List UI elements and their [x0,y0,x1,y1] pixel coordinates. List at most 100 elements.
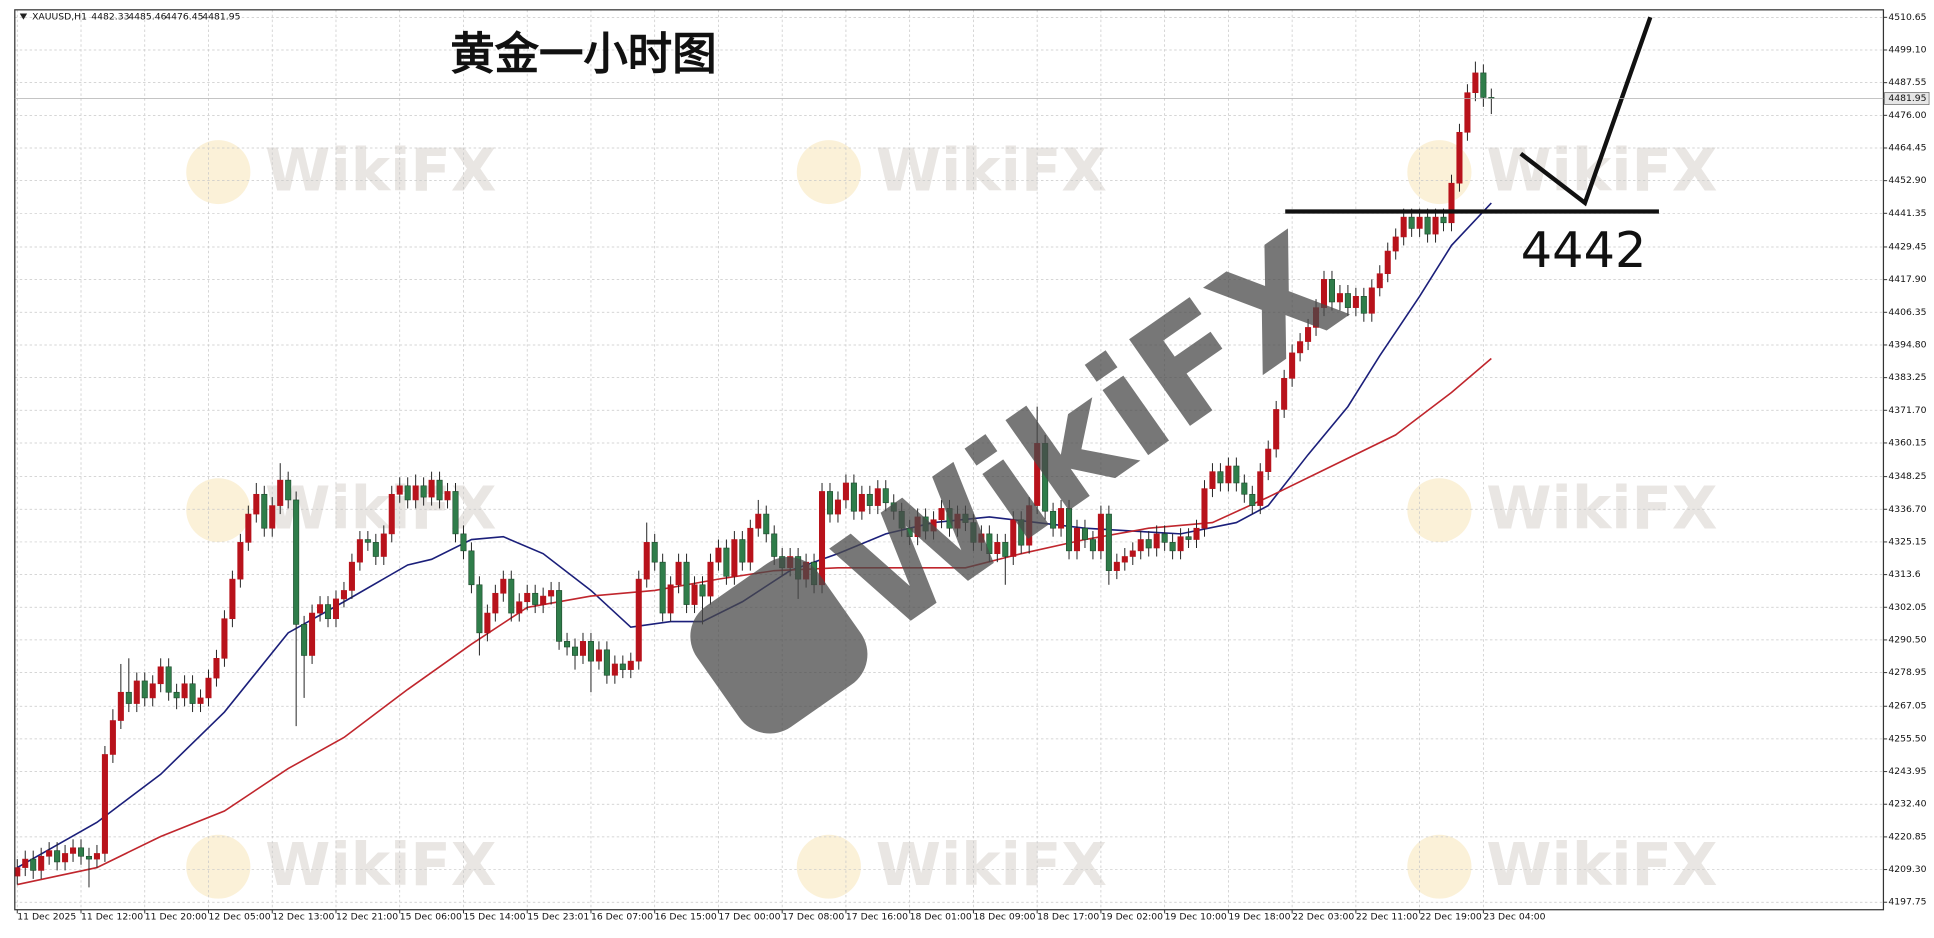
y-tick-label: 4255.50 [1888,733,1926,744]
candle-body [181,683,188,699]
watermark-logo [796,834,861,899]
candle-body [834,499,841,515]
ohlc-low: 4476.45 [165,12,203,23]
candle-body [388,493,395,535]
candle-body [986,533,993,554]
candle-body [340,590,347,600]
candle-body [1400,216,1407,238]
x-tick-label: 18 Dec 01:00 [910,912,972,923]
candle-body [1289,352,1296,379]
candle-body [571,646,579,656]
candle-body [484,612,491,634]
candle-body [651,542,658,563]
x-tick-label: 15 Dec 06:00 [400,912,462,923]
candle-body [372,542,379,557]
x-tick-label: 12 Dec 21:00 [336,912,398,923]
x-tick-label: 19 Dec 18:00 [1228,912,1290,923]
candle-body [165,666,172,693]
candle-body [213,658,220,679]
candle-body [1241,482,1248,495]
candle-body [1097,513,1104,552]
candle-body [707,561,714,597]
candle-body [1105,513,1112,571]
y-tick-label: 4476.00 [1888,110,1926,121]
candle-body [221,618,228,659]
watermark: WikiFX [1486,136,1717,205]
candle-body [970,522,977,543]
ohlc-high: 4485.46 [128,12,166,23]
x-tick-label: 12 Dec 13:00 [272,912,334,923]
menu-arrow [19,13,28,20]
candle-body [317,604,324,614]
candle-body [1034,443,1041,506]
candle-body [978,533,985,543]
x-tick-label: 18 Dec 09:00 [973,912,1035,923]
candle-body [1384,250,1391,275]
candle-body [1177,536,1184,552]
y-tick-label: 4383.25 [1888,372,1926,383]
candle-body [356,539,363,563]
chart-title: 黄金一小时图 [450,29,716,80]
x-tick-label: 17 Dec 00:00 [718,912,780,923]
candle-body [261,493,268,529]
candle-body [659,561,666,614]
candle-body [1464,92,1471,133]
y-tick-label: 4348.25 [1888,471,1926,482]
candle-body [890,502,897,512]
y-tick-label: 4209.30 [1888,864,1926,875]
candle-body [603,649,610,676]
candle-body [1360,296,1367,314]
candle-body [866,493,873,506]
watermark: WikiFX [265,830,496,899]
candle-body [492,592,499,614]
candle-body [1073,527,1081,552]
candle-body [1058,508,1065,529]
candle-body [914,516,921,538]
x-tick-label: 12 Dec 05:00 [208,912,270,923]
candle-body [1392,236,1399,252]
x-tick-label: 22 Dec 03:00 [1292,912,1354,923]
x-tick-label: 22 Dec 19:00 [1420,912,1482,923]
candle-body [157,666,164,685]
y-tick-label: 4290.50 [1888,634,1926,645]
candle-body [109,720,116,755]
candle-body [842,482,849,501]
candle-body [101,754,108,854]
candle-body [460,533,467,552]
candle-body [1456,131,1463,184]
candle-body [954,513,961,529]
watermark: WikiFX [876,830,1107,899]
candle-body [1408,216,1415,229]
candle-body [595,649,602,662]
candle-body [1010,519,1017,557]
candle-body [723,547,730,577]
candle-body [930,519,937,532]
candle-body [1336,293,1343,303]
y-tick-label: 4197.75 [1888,897,1926,908]
candle-body [1273,409,1280,450]
candle-body [1145,539,1152,549]
arrow-sketch [1519,16,1653,207]
candle-body [1352,296,1359,308]
candle-body [516,601,523,614]
candle-body [1313,307,1320,328]
candle-body [874,488,881,506]
candle-body [1161,533,1168,543]
candle-body [763,513,770,535]
candle-body [532,592,539,605]
candle-body [237,542,244,580]
candle-body [1169,542,1176,552]
x-tick-label: 11 Dec 2025 [17,912,76,923]
candle-body [1480,72,1487,98]
x-tick-label: 15 Dec 14:00 [463,912,525,923]
candle-body [564,641,571,648]
candle-body [277,479,284,506]
candle-body [755,513,762,529]
candle-body [348,561,355,591]
y-tick-label: 4302.05 [1888,602,1926,613]
level-label: 4442 [1521,221,1647,279]
candle-body [1472,72,1479,94]
watermarks: WikiFX WikiFX WikiFX WikiFX WikiFX WikiF… [186,136,1718,899]
